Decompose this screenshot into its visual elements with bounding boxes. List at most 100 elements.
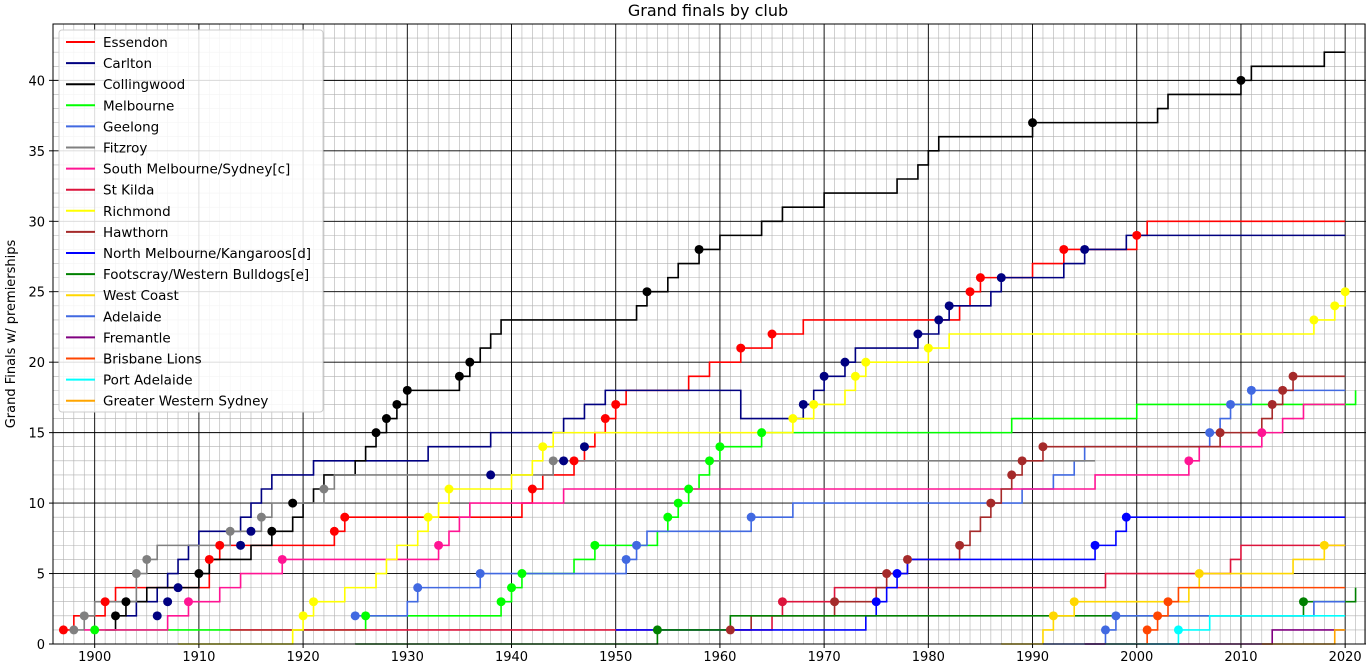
- premiership-point: [975, 273, 985, 283]
- legend-label: Fremantle: [103, 330, 171, 346]
- y-tick-label: 30: [28, 215, 45, 230]
- premiership-point: [236, 540, 246, 550]
- premiership-point: [454, 371, 464, 381]
- premiership-point: [986, 498, 996, 508]
- premiership-point: [392, 399, 402, 409]
- series-line-3: [94, 390, 1357, 631]
- premiership-point: [225, 526, 235, 536]
- premiership-point: [131, 569, 141, 579]
- premiership-point: [475, 569, 485, 579]
- x-tick-label: 2000: [1120, 650, 1153, 665]
- premiership-point: [340, 512, 350, 522]
- premiership-point: [913, 329, 923, 339]
- premiership-point: [100, 597, 110, 607]
- premiership-point: [1278, 385, 1288, 395]
- premiership-point: [652, 625, 662, 635]
- premiership-point: [1340, 287, 1350, 297]
- series-line-6: [84, 403, 1346, 631]
- premiership-point: [402, 385, 412, 395]
- legend-label: Essendon: [103, 35, 168, 51]
- legend-label: South Melbourne/Sydney[c]: [103, 162, 290, 178]
- premiership-point: [767, 329, 777, 339]
- legend-label: Richmond: [103, 204, 171, 220]
- x-tick-label: 1900: [78, 650, 111, 665]
- x-tick-label: 1920: [287, 650, 320, 665]
- premiership-point: [663, 512, 673, 522]
- premiership-point: [1298, 597, 1308, 607]
- premiership-point: [1069, 597, 1079, 607]
- premiership-point: [934, 315, 944, 325]
- premiership-point: [1121, 512, 1131, 522]
- premiership-point: [642, 287, 652, 297]
- premiership-point: [621, 554, 631, 564]
- premiership-point: [882, 569, 892, 579]
- premiership-point: [830, 597, 840, 607]
- premiership-point: [1288, 371, 1298, 381]
- premiership-point: [517, 569, 527, 579]
- premiership-point: [1163, 597, 1173, 607]
- premiership-point: [569, 456, 579, 466]
- premiership-point: [152, 611, 162, 621]
- premiership-point: [111, 611, 121, 621]
- premiership-point: [1111, 611, 1121, 621]
- x-tick-label: 1960: [703, 650, 736, 665]
- series-line-14: [1084, 629, 1346, 645]
- premiership-point: [871, 597, 881, 607]
- premiership-point: [1090, 540, 1100, 550]
- premiership-point: [496, 597, 506, 607]
- premiership-point: [298, 611, 308, 621]
- legend-box: [58, 29, 324, 413]
- premiership-point: [486, 470, 496, 480]
- premiership-point: [381, 414, 391, 424]
- premiership-point: [538, 442, 548, 452]
- y-tick-label: 20: [28, 356, 45, 371]
- legend-label: Geelong: [103, 119, 159, 135]
- premiership-point: [204, 554, 214, 564]
- premiership-point: [256, 512, 266, 522]
- premiership-point: [465, 357, 475, 367]
- premiership-point: [1246, 385, 1256, 395]
- premiership-point: [1028, 118, 1038, 128]
- premiership-point: [434, 540, 444, 550]
- legend-label: Adelaide: [103, 309, 162, 325]
- legend-label: Hawthorn: [103, 225, 168, 241]
- premiership-point: [1319, 540, 1329, 550]
- premiership-point: [559, 456, 569, 466]
- series-line-12: [1001, 544, 1346, 645]
- premiership-point: [267, 526, 277, 536]
- y-axis: 0 5 10 15 20 25 30 35 40: [28, 74, 53, 653]
- premiership-point: [319, 484, 329, 494]
- legend-label: Footscray/Western Bulldogs[e]: [103, 267, 309, 283]
- premiership-point: [329, 526, 339, 536]
- legend-label: Carlton: [103, 56, 152, 72]
- premiership-point: [840, 357, 850, 367]
- premiership-point: [1215, 428, 1225, 438]
- y-tick-label: 25: [28, 286, 45, 301]
- premiership-point: [632, 540, 642, 550]
- premiership-point: [1226, 399, 1236, 409]
- x-tick-label: 1950: [599, 650, 632, 665]
- premiership-point: [902, 554, 912, 564]
- premiership-point: [673, 498, 683, 508]
- premiership-point: [944, 301, 954, 311]
- premiership-point: [58, 625, 68, 635]
- series-line-15: [1105, 586, 1346, 645]
- premiership-point: [1142, 625, 1152, 635]
- premiership-point: [736, 343, 746, 353]
- premiership-point: [1153, 611, 1163, 621]
- premiership-point: [350, 611, 360, 621]
- legend-label: Greater Western Sydney: [103, 394, 268, 410]
- premiership-point: [1330, 301, 1340, 311]
- y-tick-label: 0: [37, 638, 45, 653]
- premiership-point: [69, 625, 79, 635]
- series-line-4: [355, 389, 1346, 617]
- premiership-point: [684, 484, 694, 494]
- legend: Essendon Carlton Collingwood Melbourne Geelo…: [58, 29, 324, 413]
- premiership-point: [725, 625, 735, 635]
- premiership-point: [371, 428, 381, 438]
- premiership-point: [79, 611, 89, 621]
- plot-frame: [52, 23, 1366, 645]
- series-line-5: [73, 460, 1096, 631]
- chart-title: Grand finals by club: [628, 1, 788, 20]
- x-tick-label: 2020: [1329, 650, 1362, 665]
